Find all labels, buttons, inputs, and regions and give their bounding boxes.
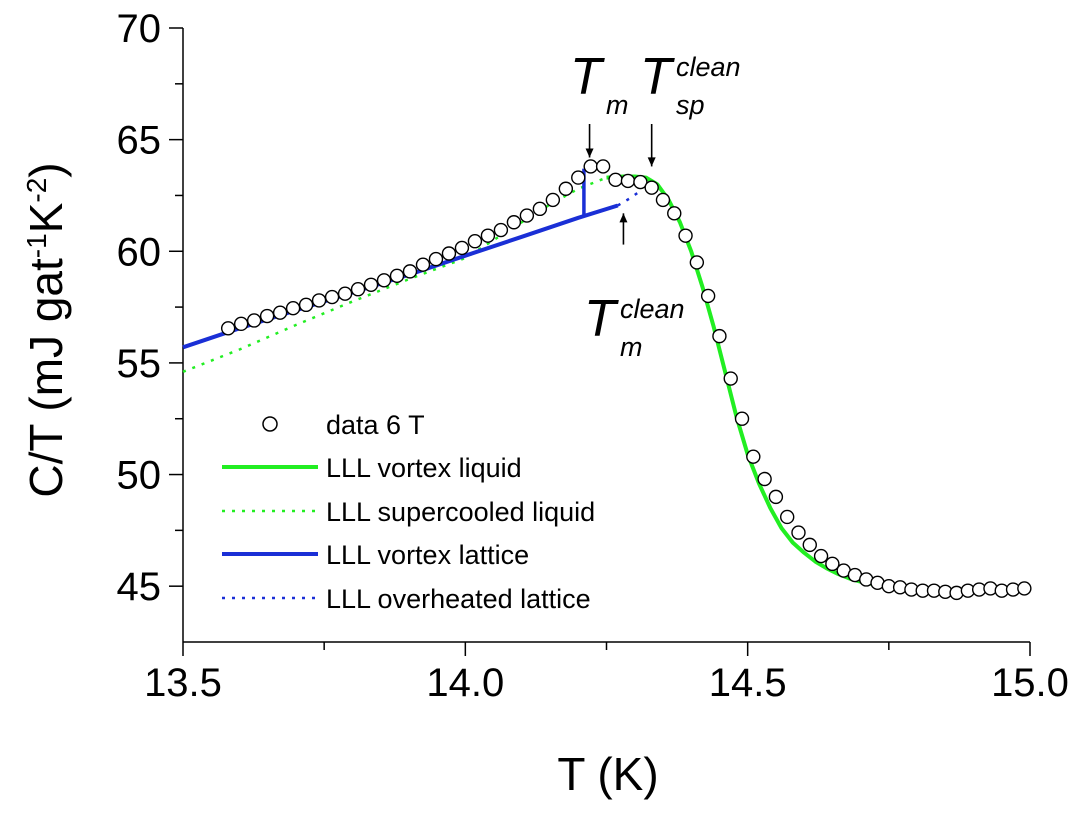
series-line-lll-vortex-liquid — [606, 174, 935, 593]
data-point — [493, 222, 509, 238]
x-tick-label: 15.0 — [991, 661, 1069, 705]
data-point — [633, 174, 648, 190]
data-point — [272, 305, 288, 320]
y-title-sup2: -2 — [21, 178, 52, 203]
y-tick-label: 70 — [117, 7, 162, 51]
data-point — [324, 289, 340, 305]
data-point — [376, 273, 392, 288]
data-point — [454, 240, 470, 256]
y-title-main: C/T (mJ gat — [20, 258, 72, 498]
plot-lines — [182, 168, 935, 593]
data-point — [428, 251, 444, 267]
data-point — [700, 288, 716, 304]
axes: 13.5 14.0 14.5 15.0 45 50 55 60 65 70 — [117, 7, 1069, 705]
data-point — [467, 234, 483, 249]
data-point — [620, 173, 636, 189]
data-point — [791, 525, 806, 540]
data-point — [678, 228, 693, 243]
data-point — [402, 264, 418, 279]
data-point — [545, 192, 561, 208]
y-title-end: ) — [20, 162, 72, 177]
series-line-lll-supercooled-liquid — [182, 176, 607, 373]
y-tick-label: 55 — [117, 342, 162, 386]
data-point — [595, 159, 611, 174]
y-tick-label: 50 — [117, 454, 162, 498]
data-point — [415, 257, 431, 272]
data-point — [220, 321, 236, 336]
data-point — [558, 181, 574, 196]
legend-label-lll-supercooled-liquid: LLL supercooled liquid — [326, 497, 595, 527]
x-tick-label: 14.5 — [709, 661, 787, 705]
data-point — [441, 246, 457, 261]
y-title-sup1: -1 — [21, 233, 52, 258]
data-point — [655, 192, 671, 208]
x-axis-title: T (K) — [557, 748, 658, 800]
y-title-mid: K — [20, 202, 72, 233]
legend-label-lll-overheated-lattice: LLL overheated lattice — [326, 584, 591, 614]
legend: data 6 T LLL vortex liquid LLL supercooled… — [222, 410, 595, 614]
data-point — [746, 449, 761, 464]
y-tick-label: 65 — [117, 119, 162, 163]
data-point — [363, 277, 379, 292]
data-point — [757, 471, 772, 487]
data-point — [571, 170, 586, 185]
series-line-lll-overheated-lattice — [617, 189, 642, 207]
data-point — [667, 206, 682, 221]
y-tick-label: 60 — [117, 230, 162, 274]
data-point — [389, 268, 405, 284]
data-point — [768, 489, 784, 505]
data-point — [532, 201, 548, 217]
data-point — [298, 297, 314, 313]
data-point — [506, 215, 522, 230]
data-point — [259, 308, 275, 324]
data-point — [802, 537, 817, 553]
data-point — [480, 228, 496, 243]
data-point — [337, 286, 353, 301]
y-tick-label: 45 — [117, 565, 162, 609]
data-point — [1017, 581, 1032, 596]
data-point — [723, 371, 738, 386]
plot-points — [220, 159, 1032, 601]
legend-label-lll-vortex-liquid: LLL vortex liquid — [326, 453, 522, 483]
data-point — [519, 208, 535, 223]
data-point — [285, 301, 301, 316]
legend-label-data-6-t: data 6 T — [326, 410, 425, 440]
annotation-arrow-tsp-head — [647, 157, 656, 167]
annotation-arrow-tmclean-head — [619, 213, 628, 223]
data-point — [644, 180, 659, 195]
x-tick-label: 13.5 — [144, 661, 222, 705]
data-point — [350, 282, 366, 297]
y-axis-title: C/T (mJ gat-1K-2) — [20, 162, 72, 497]
data-point — [779, 509, 795, 525]
data-point — [734, 411, 750, 426]
annotation-arrow-tm-head — [585, 148, 594, 158]
legend-symbol-data-6-t — [262, 416, 278, 432]
data-point — [246, 313, 262, 328]
data-point — [583, 159, 598, 174]
legend-label-lll-vortex-lattice: LLL vortex lattice — [326, 540, 529, 570]
data-point — [689, 255, 705, 270]
data-point — [825, 556, 840, 572]
data-point — [712, 328, 727, 344]
data-point — [233, 316, 249, 332]
data-point — [311, 293, 327, 308]
x-tick-label: 14.0 — [426, 661, 504, 705]
data-point — [813, 548, 829, 564]
data-point — [608, 172, 623, 188]
